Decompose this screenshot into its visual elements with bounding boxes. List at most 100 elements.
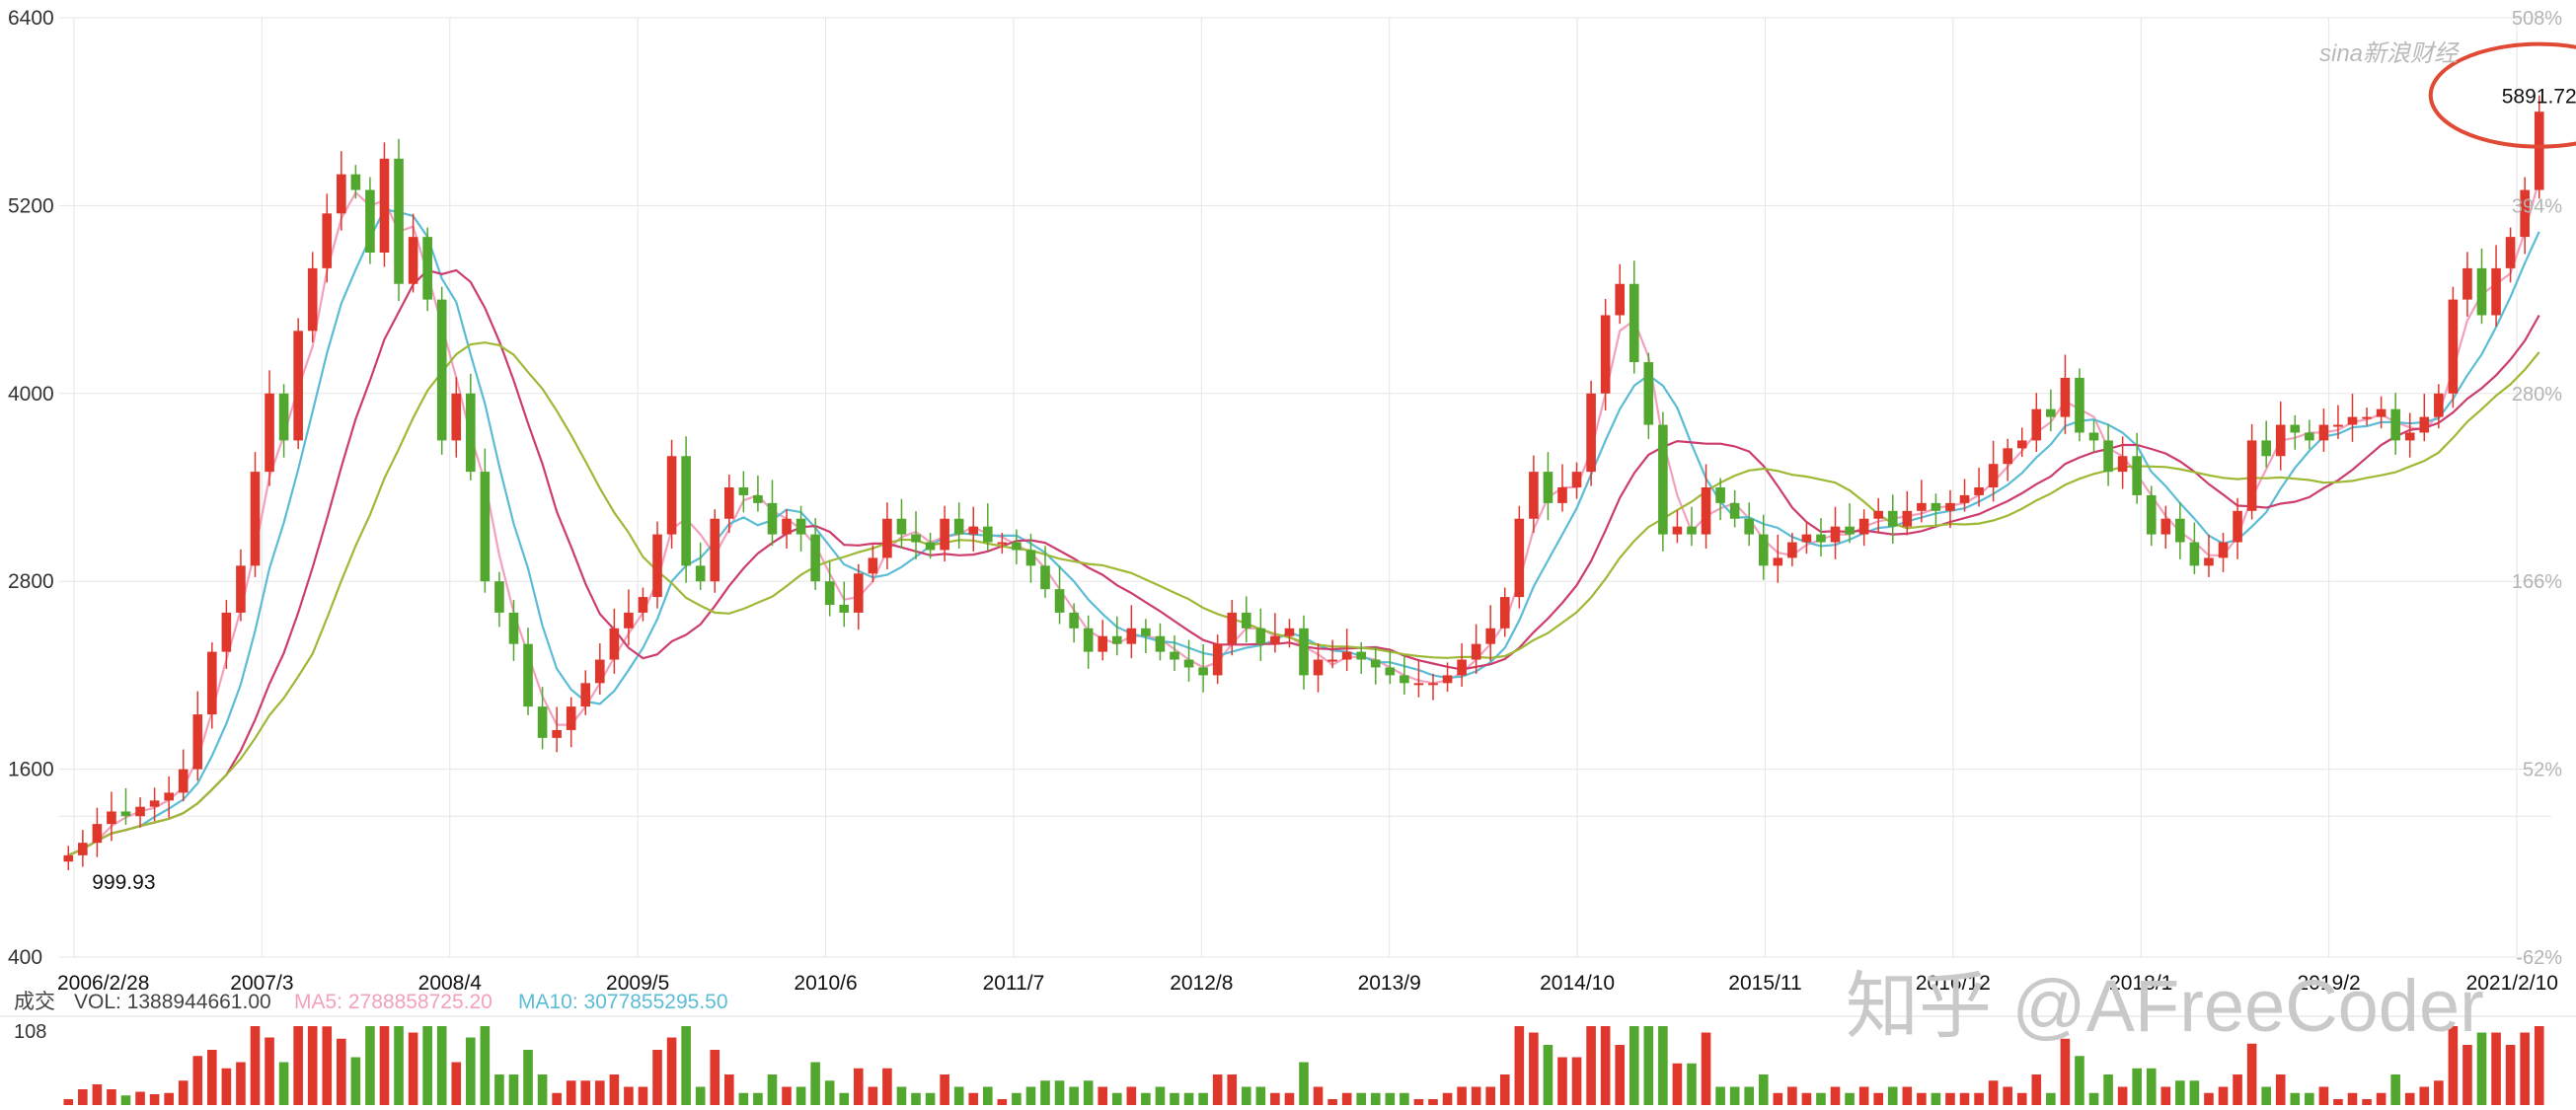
candle-body: [1400, 675, 1409, 684]
volume-label: 成交: [14, 991, 55, 1013]
volume-bar: [107, 1089, 116, 1105]
candle-body: [1615, 283, 1626, 316]
y-tick-right: 280%: [2512, 384, 2562, 406]
volume-bar: [2218, 1086, 2229, 1105]
candle-body: [1744, 518, 1755, 535]
volume-bar: [1054, 1080, 1065, 1105]
volume-bar: [552, 1092, 562, 1105]
volume-bar: [480, 1026, 491, 1105]
volume-bar: [853, 1068, 864, 1105]
candle-body: [1787, 542, 1797, 558]
volume-bar: [135, 1091, 145, 1105]
volume-bar: [1816, 1092, 1826, 1105]
candle-body: [2246, 440, 2257, 511]
volume-bar: [1327, 1099, 1337, 1105]
volume-bar: [408, 1032, 418, 1105]
volume-bar: [1400, 1092, 1409, 1105]
candle-body: [1241, 612, 1251, 629]
candle-body: [595, 659, 605, 684]
y-tick-right: -62%: [2516, 947, 2562, 969]
volume-bar: [2362, 1099, 2372, 1105]
volume-bar: [2233, 1074, 2242, 1105]
candle-body: [1758, 534, 1769, 566]
volume-bar: [2305, 1092, 2314, 1105]
candle-body: [2419, 416, 2430, 433]
volume-bar: [1012, 1092, 1022, 1105]
volume-bar: [2031, 1074, 2042, 1105]
candle-body: [1413, 683, 1424, 686]
candle-body: [2376, 408, 2387, 417]
volume-bar: [940, 1074, 949, 1105]
volume-bar: [2160, 1086, 2171, 1105]
candle-body: [997, 542, 1008, 545]
volume-value: VOL: 1388944661.00: [74, 991, 271, 1013]
volume-bar: [63, 1099, 74, 1105]
volume-bar: [1858, 1086, 1869, 1105]
volume-bar: [2132, 1068, 2142, 1105]
volume-bar: [2333, 1099, 2343, 1105]
volume-bar: [1499, 1074, 1510, 1105]
volume-bar: [1183, 1092, 1194, 1105]
volume-bar: [1715, 1086, 1725, 1105]
volume-bar: [1155, 1086, 1166, 1105]
candle-body: [2117, 456, 2128, 473]
candle-body: [192, 714, 203, 770]
candle-body: [1356, 651, 1367, 660]
volume-bar: [1198, 1092, 1208, 1105]
volume-bar: [968, 1092, 979, 1105]
volume-bar: [1615, 1045, 1626, 1105]
volume-bar: [1098, 1086, 1108, 1105]
volume-bar: [523, 1050, 533, 1105]
volume-bar: [2046, 1092, 2056, 1105]
volume-bar: [1227, 1074, 1238, 1105]
x-tick-label: 2021/2/10: [2466, 972, 2558, 995]
candle-body: [1801, 534, 1812, 543]
candle-body: [1687, 526, 1697, 535]
candle-body: [293, 331, 303, 441]
candle-body: [1845, 526, 1855, 535]
volume-bar: [1873, 1092, 1883, 1105]
volume-bar: [1729, 1086, 1740, 1105]
volume-bar: [1917, 1092, 1927, 1105]
candle-body: [1299, 628, 1309, 676]
candle-body: [2390, 408, 2400, 441]
volume-bar: [2390, 1074, 2400, 1105]
candle-body: [451, 393, 462, 441]
volume-bar: [953, 1086, 964, 1105]
candle-body: [2505, 237, 2516, 268]
candle-body: [2404, 432, 2415, 441]
candle-body: [1442, 675, 1453, 684]
candle-body: [2448, 299, 2459, 394]
candle-body: [480, 472, 491, 582]
volume-bar: [1370, 1092, 1381, 1105]
y-tick-left: 6400: [8, 7, 54, 30]
candle-body: [1385, 667, 1396, 676]
volume-bar: [1457, 1086, 1467, 1105]
volume-bar: [2404, 1092, 2415, 1105]
volume-bar: [1111, 1092, 1122, 1105]
volume-bar: [78, 1089, 88, 1105]
volume-panel: 108: [0, 1015, 2576, 1105]
candle-body: [767, 502, 778, 535]
candle-body: [982, 526, 993, 543]
volume-bar: [2060, 1038, 2071, 1105]
candle-body: [379, 158, 390, 253]
volume-bar: [379, 1026, 390, 1105]
candle-body: [1255, 628, 1266, 644]
candle-body: [782, 518, 792, 535]
candle-body: [868, 557, 878, 574]
volume-bar: [2476, 1032, 2487, 1105]
candle-body: [1629, 283, 1639, 363]
candle-body: [609, 628, 620, 660]
volume-bar: [149, 1094, 160, 1105]
volume-bar: [1428, 1099, 1438, 1105]
volume-bar: [2290, 1092, 2301, 1105]
annotations: 5891.72 999.93: [92, 41, 2576, 894]
x-tick-label: 2010/6: [794, 972, 857, 995]
x-tick-label: 2015/11: [1728, 972, 1801, 995]
volume-bar: [1658, 1026, 1668, 1105]
candle-body: [2476, 267, 2487, 316]
volume-ma10: MA10: 3077855295.50: [518, 991, 728, 1013]
volume-bar: [1931, 1092, 1941, 1105]
